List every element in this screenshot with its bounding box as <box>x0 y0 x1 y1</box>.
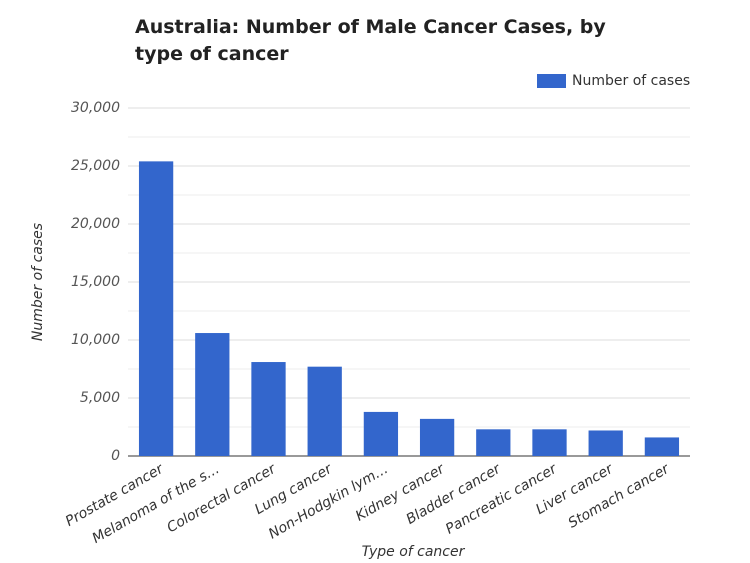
y-tick-label: 15,000 <box>71 274 120 290</box>
bar <box>532 429 567 456</box>
x-axis-title: Type of cancer <box>362 544 466 560</box>
y-tick-label: 25,000 <box>71 158 120 174</box>
y-tick-label: 20,000 <box>71 216 120 232</box>
y-tick-label: 5,000 <box>80 390 120 406</box>
legend-swatch <box>537 74 566 88</box>
bar <box>476 429 511 456</box>
y-axis-title: Number of cases <box>30 223 46 341</box>
y-tick-label: 30,000 <box>71 100 120 116</box>
chart-title: Australia: Number of Male Cancer Cases, … <box>135 16 606 65</box>
x-tick-label: Stomach cancer <box>566 460 673 531</box>
bar <box>195 333 230 456</box>
legend-label: Number of cases <box>572 73 690 89</box>
bar <box>363 411 399 456</box>
bar <box>644 437 680 456</box>
bar <box>251 362 286 456</box>
bar <box>419 418 455 456</box>
bar <box>588 430 623 456</box>
y-tick-label: 10,000 <box>71 332 120 348</box>
bar <box>307 366 342 456</box>
bar <box>138 161 174 457</box>
y-tick-label: 0 <box>111 448 120 464</box>
